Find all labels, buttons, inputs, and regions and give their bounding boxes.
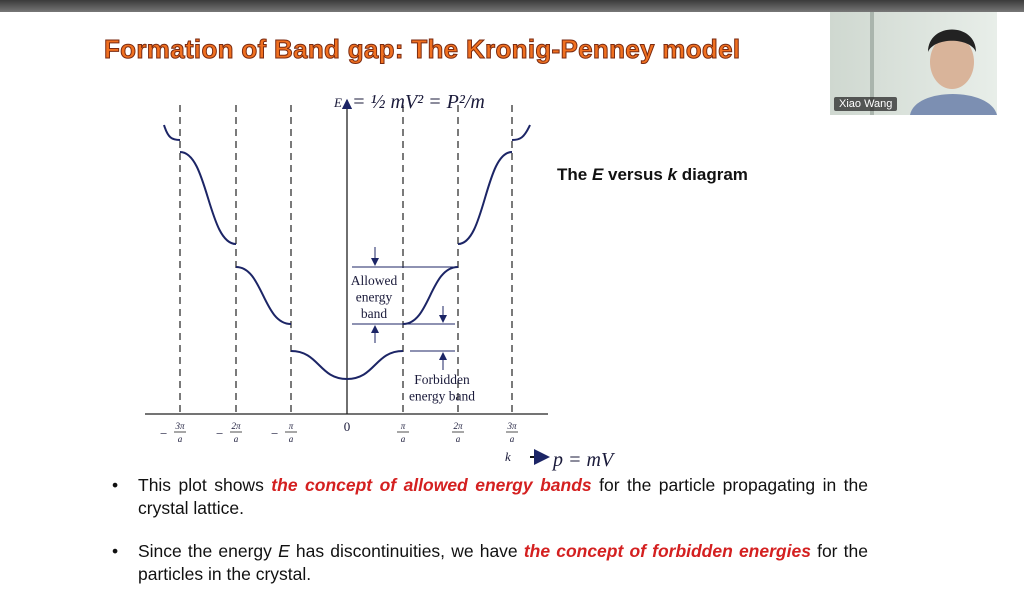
tick-sign: −	[271, 426, 278, 441]
slide-title: Formation of Band gap: The Kronig-Penney…	[103, 34, 741, 65]
bullet-text: This plot shows the concept of allowed e…	[138, 474, 868, 520]
text-run: This plot shows	[138, 475, 272, 495]
tick-denominator: a	[401, 434, 406, 444]
text-run: for the particles in the crystal.	[138, 541, 868, 584]
tick-sign: −	[216, 426, 223, 441]
side-caption: The E versus k diagram	[557, 165, 748, 185]
window-bar	[0, 0, 1024, 12]
tick-numerator: π	[289, 421, 294, 431]
tick-denominator: a	[289, 434, 294, 444]
video-tile[interactable]: Xiao Wang	[830, 12, 997, 115]
bullet-dot: •	[112, 541, 119, 561]
text-run: the concept of allowed energy bands	[271, 475, 592, 495]
band-markers	[352, 247, 550, 465]
text-run: has discontinuities, we have	[289, 541, 524, 561]
tick-label: 0	[344, 419, 351, 434]
k-axis-label: k	[505, 449, 511, 464]
text-run: E	[278, 541, 290, 561]
band-curves	[163, 124, 531, 381]
caption-part: diagram	[677, 165, 748, 184]
bullet-item: • This plot shows the concept of allowed …	[112, 474, 868, 520]
allowed-label: band	[361, 306, 387, 321]
text-run: for the particle propagating in the crys…	[138, 475, 868, 518]
tick-numerator: 2π	[231, 421, 241, 431]
tick-sign: −	[160, 426, 167, 441]
handwritten-note: = ½ mV² = P²/m	[352, 91, 485, 113]
bullet-dot: •	[112, 475, 119, 495]
caption-part: versus	[603, 165, 668, 184]
tick-numerator: π	[401, 421, 406, 431]
bullet-list: • This plot shows the concept of allowed …	[112, 474, 868, 606]
forbidden-label: energy band	[409, 389, 475, 404]
tick-numerator: 3π	[174, 421, 185, 431]
bullet-item: • Since the energy E has discontinuities,…	[112, 540, 868, 586]
allowed-label: energy	[356, 290, 393, 305]
caption-part: The	[557, 165, 592, 184]
tick-denominator: a	[510, 434, 515, 444]
participant-name: Xiao Wang	[834, 97, 898, 111]
zone-boundaries	[179, 105, 513, 414]
text-run: the concept of forbidden energies	[523, 541, 811, 561]
tick-denominator: a	[234, 434, 239, 444]
handwritten-note: p = mV	[551, 449, 616, 471]
text-run: Since the energy	[138, 541, 279, 561]
tick-numerator: 2π	[453, 421, 463, 431]
forbidden-label: Forbidden	[414, 372, 470, 387]
bullet-text: Since the energy E has discontinuities, …	[138, 540, 868, 586]
tick-denominator: a	[456, 434, 461, 444]
tick-numerator: 3π	[506, 421, 517, 431]
participant-video	[870, 12, 997, 115]
tick-denominator: a	[178, 434, 183, 444]
e-axis-label: E	[333, 95, 342, 110]
caption-part: E	[591, 165, 604, 184]
caption-part: k	[667, 165, 678, 184]
allowed-label: Allowed	[351, 273, 398, 288]
